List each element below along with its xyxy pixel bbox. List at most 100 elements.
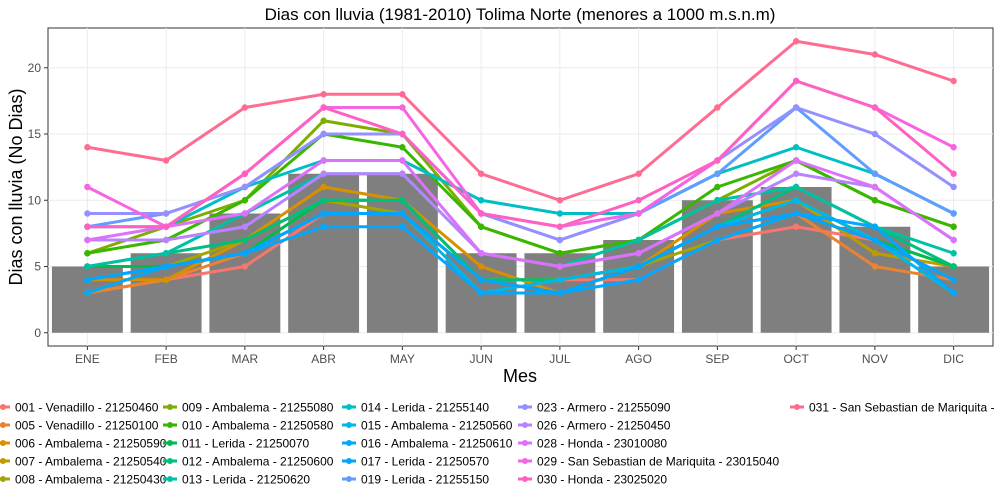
series-point	[871, 263, 879, 270]
bar	[681, 200, 753, 333]
series-point	[556, 289, 564, 297]
legend-key-point	[346, 458, 352, 464]
legend-label: 011 - Lerida - 21250070	[182, 437, 310, 451]
series-lines	[84, 38, 957, 297]
legend-label: 030 - Honda - 23025020	[537, 473, 667, 487]
legend-label: 012 - Ambalema - 21250600	[182, 455, 334, 469]
legend-item: 012 - Ambalema - 21250600	[163, 455, 334, 469]
series-point	[241, 250, 249, 257]
series-point	[635, 250, 642, 257]
series-point	[320, 117, 327, 124]
legend-item: 011 - Lerida - 21250070	[163, 437, 310, 451]
x-tick-label: DIC	[943, 352, 964, 366]
series-point	[556, 236, 564, 244]
series-point	[635, 276, 642, 283]
series-point	[950, 183, 957, 191]
series-line	[87, 159, 955, 268]
legend-label: 008 - Ambalema - 21250430	[15, 473, 167, 487]
y-axis-label: Dias con lluvia (No Dias)	[6, 88, 26, 285]
legend-key-point	[167, 458, 173, 464]
series-point	[950, 276, 957, 283]
series-point	[792, 104, 800, 111]
series-point	[320, 223, 327, 230]
x-tick-label: MAY	[390, 352, 415, 366]
series-point	[950, 144, 957, 151]
series-point	[871, 197, 879, 204]
series-point	[871, 130, 879, 138]
legend-key-point	[346, 422, 352, 428]
legend-label: 001 - Venadillo - 21250460	[15, 401, 159, 415]
series-line	[87, 145, 955, 229]
legend-item: 031 - San Sebastian de Mariquita -	[790, 401, 994, 415]
legend: 001 - Venadillo - 21250460 005 - Venadill…	[0, 401, 994, 487]
x-tick-label: JUN	[469, 352, 492, 366]
legend-key-point	[0, 404, 6, 410]
series-point	[556, 263, 564, 270]
legend-item: 009 - Ambalema - 21255080	[163, 401, 334, 415]
series-line	[87, 106, 955, 242]
series-point	[792, 170, 800, 177]
series-point	[714, 236, 721, 244]
series-point	[950, 223, 957, 230]
legend-key-point	[522, 476, 528, 482]
series-point	[477, 197, 485, 204]
series-point	[714, 157, 721, 164]
series-line	[87, 39, 955, 202]
series-point	[871, 250, 879, 257]
legend-label: 019 - Lerida - 21255150	[361, 473, 489, 487]
series-point	[950, 77, 957, 85]
legend-key-point	[0, 458, 6, 464]
x-tick-label: ENE	[75, 352, 100, 366]
series-point	[84, 210, 91, 217]
series-point	[477, 210, 485, 217]
series-point	[792, 223, 800, 230]
series-point	[477, 289, 485, 297]
series-point	[399, 157, 406, 164]
series-point	[950, 210, 957, 217]
legend-key-point	[0, 422, 6, 428]
legend-label: 014 - Lerida - 21255140	[361, 401, 489, 415]
series-point	[871, 170, 879, 177]
series-point	[950, 289, 957, 297]
series-point	[84, 223, 91, 230]
series-point	[241, 236, 249, 244]
legend-label: 006 - Ambalema - 21250590	[15, 437, 167, 451]
series-point	[635, 210, 642, 217]
series-point	[241, 170, 249, 177]
series-point	[241, 104, 249, 111]
series-line	[87, 79, 955, 229]
legend-item: 015 - Ambalema - 21250560	[342, 419, 513, 433]
series-point	[556, 250, 564, 257]
legend-key-point	[794, 404, 800, 410]
legend-item: 001 - Venadillo - 21250460	[0, 401, 159, 415]
series-point	[792, 38, 800, 45]
series-point	[477, 250, 485, 257]
series-point	[399, 130, 406, 138]
bar	[839, 226, 911, 333]
series-point	[556, 223, 564, 230]
series-point	[792, 144, 800, 151]
series-point	[635, 236, 642, 244]
legend-item: 019 - Lerida - 21255150	[342, 473, 489, 487]
series-point	[635, 170, 642, 177]
series-point	[635, 197, 642, 204]
legend-label: 010 - Ambalema - 21250580	[182, 419, 334, 433]
legend-label: 028 - Honda - 23010080	[537, 437, 667, 451]
legend-item: 007 - Ambalema - 21250540	[0, 455, 167, 469]
series-point	[320, 170, 327, 177]
series-point	[399, 91, 406, 98]
series-point	[320, 210, 327, 217]
series-point	[871, 51, 879, 58]
legend-label: 031 - San Sebastian de Mariquita -	[809, 401, 994, 415]
series-point	[84, 144, 91, 151]
legend-label: 026 - Armero - 21250450	[537, 419, 671, 433]
x-tick-label: MAR	[232, 352, 259, 366]
legend-key-point	[522, 458, 528, 464]
legend-label: 009 - Ambalema - 21255080	[182, 401, 334, 415]
series-point	[241, 197, 249, 204]
series-point	[399, 210, 406, 217]
series-point	[162, 157, 170, 164]
series-point	[84, 276, 91, 283]
series-point	[714, 210, 721, 217]
